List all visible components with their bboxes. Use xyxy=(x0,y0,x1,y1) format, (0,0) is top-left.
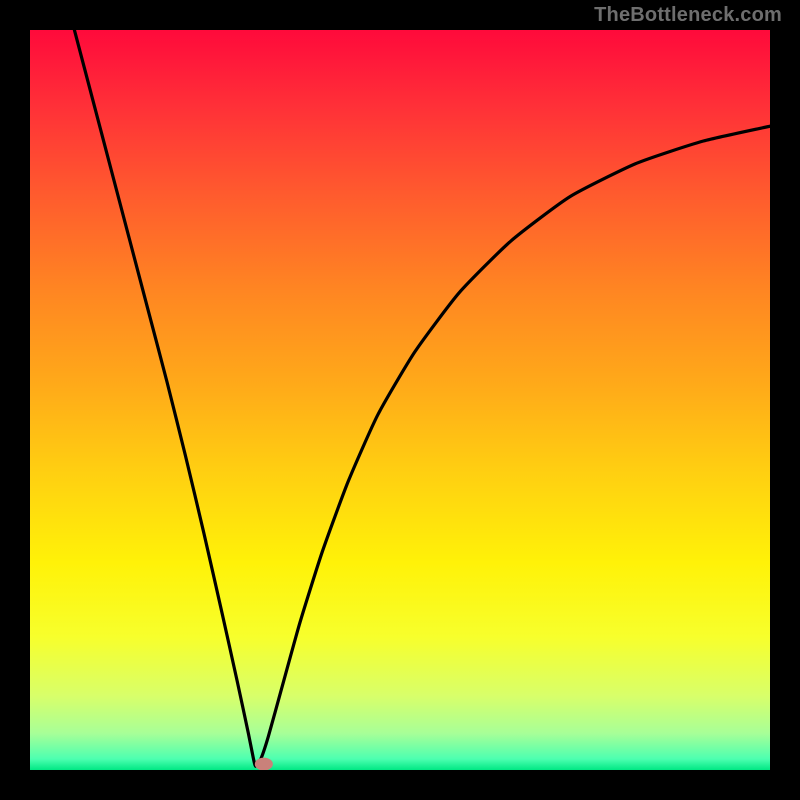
gradient-background xyxy=(30,30,770,770)
watermark-text: TheBottleneck.com xyxy=(594,4,782,27)
chart-frame: TheBottleneck.com xyxy=(0,0,800,800)
plot-area xyxy=(30,30,770,770)
